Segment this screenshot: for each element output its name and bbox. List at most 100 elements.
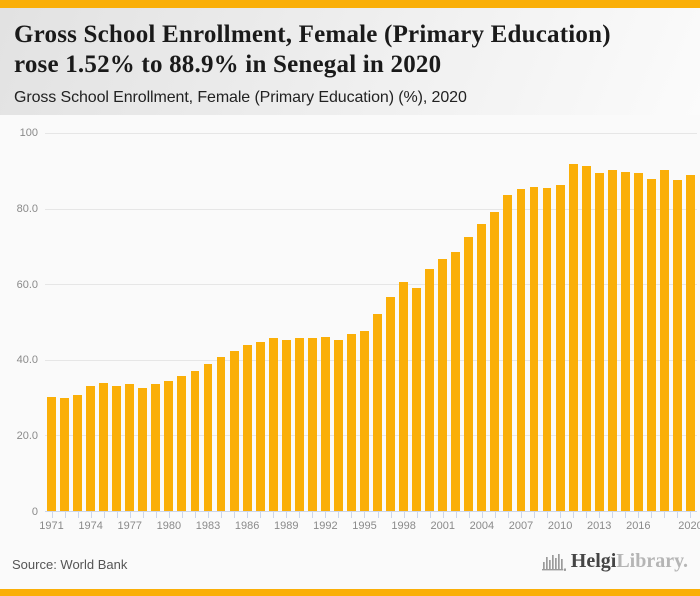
x-tick-2006 (507, 511, 509, 518)
bar-2016[interactable] (633, 172, 643, 511)
bar-1990[interactable] (294, 337, 304, 511)
chart-header: Gross School Enrollment, Female (Primary… (0, 8, 700, 115)
bar-2006[interactable] (503, 195, 513, 511)
bar-2007[interactable] (516, 189, 526, 511)
x-tick-2014 (612, 511, 614, 518)
bar-2014[interactable] (607, 169, 617, 511)
bar-1989[interactable] (281, 339, 291, 511)
bar-1976[interactable] (112, 385, 122, 511)
x-tick-label-1992: 1992 (313, 520, 338, 532)
y-tick-label-20.0: 20.0 (16, 430, 38, 443)
bar-1994[interactable] (347, 334, 356, 511)
x-tick-label-2016: 2016 (626, 520, 651, 532)
bar-1983[interactable] (203, 363, 213, 511)
page-title: Gross School Enrollment, Female (Primary… (14, 20, 690, 80)
x-tick-1971 (51, 511, 53, 518)
bar-1996[interactable] (373, 314, 382, 511)
x-tick-2007 (520, 511, 522, 518)
bar-2001[interactable] (438, 258, 448, 511)
bar-1974[interactable] (86, 385, 96, 511)
x-tick-2019 (677, 511, 679, 518)
bar-2012[interactable] (581, 165, 591, 511)
x-tick-2018 (664, 511, 666, 518)
y-tick-label-60.0: 60.0 (16, 278, 38, 291)
x-tick-label-2010: 2010 (547, 520, 573, 532)
bar-2013[interactable] (594, 173, 604, 511)
x-tick-1984 (221, 511, 223, 518)
bar-1977[interactable] (125, 384, 135, 511)
bar-2009[interactable] (542, 188, 552, 511)
x-tick-2020 (690, 511, 692, 518)
bar-1995[interactable] (360, 331, 369, 511)
x-tick-2009 (547, 511, 549, 518)
x-tick-label-1971: 1971 (39, 520, 64, 532)
bar-1975[interactable] (99, 383, 109, 511)
bar-1999[interactable] (412, 287, 422, 511)
bar-1993[interactable] (333, 339, 343, 511)
x-tick-label-2004: 2004 (469, 520, 495, 532)
page-title-line1: Gross School Enrollment, Female (Primary… (14, 21, 611, 48)
gridline-20 (45, 435, 697, 437)
x-tick-2013 (599, 511, 601, 518)
source-text: Source: World Bank (12, 557, 128, 572)
x-tick-2001 (442, 511, 444, 518)
bar-2010[interactable] (555, 184, 565, 511)
bar-1998[interactable] (399, 281, 409, 511)
x-tick-1999 (416, 511, 418, 518)
bar-2017[interactable] (646, 179, 656, 511)
x-tick-1983 (208, 511, 209, 518)
x-tick-1991 (312, 511, 314, 518)
bar-1982[interactable] (190, 370, 200, 511)
x-tick-2005 (494, 511, 496, 518)
bar-2002[interactable] (451, 252, 461, 511)
bar-2011[interactable] (568, 163, 578, 511)
x-tick-2016 (638, 511, 640, 518)
bar-1972[interactable] (60, 397, 69, 511)
x-tick-2004 (481, 511, 483, 518)
bar-1984[interactable] (216, 357, 226, 511)
x-tick-1989 (286, 511, 288, 518)
bar-2004[interactable] (477, 224, 487, 511)
bar-1986[interactable] (242, 345, 252, 511)
bar-2000[interactable] (425, 269, 435, 511)
x-tick-1995 (364, 511, 366, 518)
bar-1979[interactable] (151, 384, 161, 511)
x-tick-label-1977: 1977 (117, 520, 142, 532)
bar-1997[interactable] (386, 297, 395, 511)
bar-1971[interactable] (47, 397, 56, 511)
x-tick-1981 (181, 511, 183, 518)
y-tick-label-40.0: 40.0 (16, 354, 38, 367)
bar-1991[interactable] (307, 337, 317, 511)
bar-1987[interactable] (255, 342, 265, 511)
bar-1981[interactable] (177, 375, 187, 511)
y-tick-label-100: 100 (19, 127, 38, 139)
bar-1992[interactable] (320, 337, 330, 511)
bar-2003[interactable] (464, 236, 474, 511)
x-tick-2000 (429, 511, 431, 518)
bar-2019[interactable] (673, 179, 682, 511)
x-tick-1972 (64, 511, 66, 518)
chart-footer: Source: World Bank HelgiLibrary. (0, 540, 700, 589)
bar-1985[interactable] (229, 351, 239, 511)
x-tick-1974 (90, 511, 92, 518)
x-tick-label-1995: 1995 (352, 520, 377, 532)
bar-2020[interactable] (686, 174, 695, 511)
x-tick-label-2001: 2001 (430, 520, 455, 532)
bar-2005[interactable] (490, 212, 500, 511)
x-tick-1985 (234, 511, 236, 518)
bar-2015[interactable] (620, 171, 630, 511)
bar-1988[interactable] (268, 338, 278, 511)
x-tick-2011 (573, 511, 575, 518)
bar-1980[interactable] (164, 380, 174, 511)
x-tick-2010 (560, 511, 562, 518)
x-tick-1977 (129, 511, 131, 518)
bar-2008[interactable] (529, 187, 539, 511)
bar-1973[interactable] (73, 395, 83, 511)
x-tick-label-1986: 1986 (234, 520, 260, 532)
helgilibrary-logo[interactable]: HelgiLibrary. (541, 550, 688, 571)
y-tick-label-0: 0 (31, 506, 38, 518)
bar-1978[interactable] (138, 388, 148, 511)
y-tick-label-80.0: 80.0 (16, 202, 38, 215)
bar-2018[interactable] (659, 170, 669, 511)
